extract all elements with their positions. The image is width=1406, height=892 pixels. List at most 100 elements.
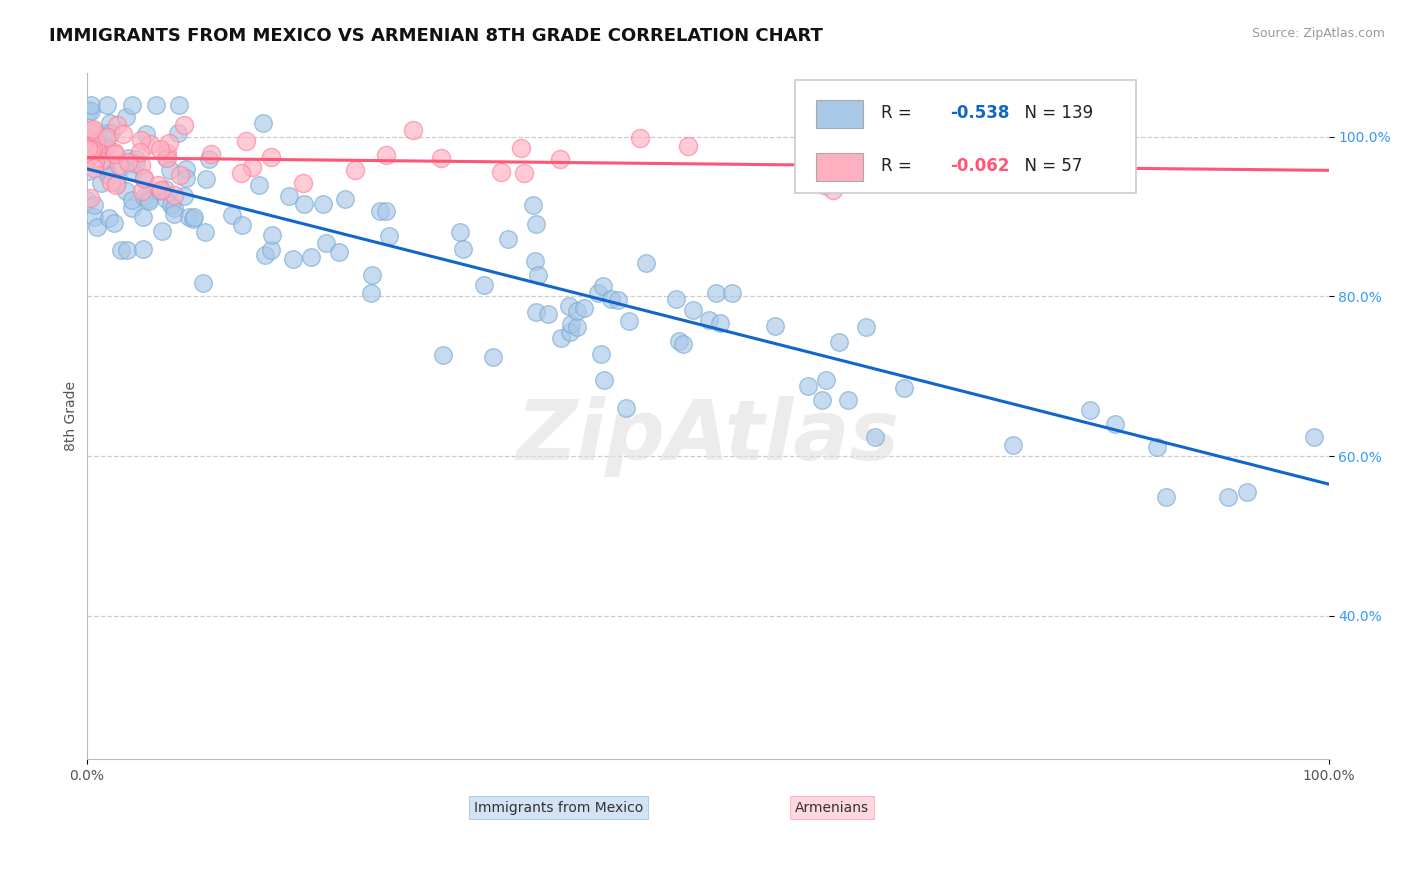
Point [513, 166, 536, 180]
Point [294, 196, 316, 211]
Point [100, 175, 122, 189]
Point [115, 111, 138, 125]
Point [498, 232, 520, 246]
Point [240, 160, 263, 174]
Point [628, 131, 651, 145]
Text: Immigrants from Mexico: Immigrants from Mexico [474, 800, 643, 814]
Text: IMMIGRANTS FROM MEXICO VS ARMENIAN 8TH GRADE CORRELATION CHART: IMMIGRANTS FROM MEXICO VS ARMENIAN 8TH G… [49, 27, 823, 45]
Point [299, 250, 322, 264]
Point [135, 127, 157, 141]
Point [315, 236, 337, 251]
Text: Armenians: Armenians [794, 800, 869, 814]
Point [105, 176, 128, 190]
Text: ZipAtlas: ZipAtlas [516, 396, 900, 477]
Point [104, 146, 127, 161]
Point [509, 140, 531, 154]
FancyBboxPatch shape [815, 153, 863, 181]
Point [115, 243, 138, 257]
Point [813, 178, 835, 193]
Point [84, 136, 107, 151]
Point [797, 170, 820, 185]
Point [174, 171, 197, 186]
Text: -0.538: -0.538 [950, 103, 1010, 121]
Point [136, 192, 159, 206]
Point [149, 184, 172, 198]
Point [111, 127, 134, 141]
Point [489, 165, 512, 179]
Point [1236, 485, 1258, 500]
Point [482, 351, 505, 365]
Point [138, 194, 160, 208]
Point [235, 134, 257, 148]
Point [260, 243, 283, 257]
FancyBboxPatch shape [815, 100, 863, 128]
Point [129, 158, 152, 172]
Point [430, 152, 453, 166]
Point [156, 146, 179, 161]
Point [586, 286, 609, 301]
Point [617, 314, 640, 328]
Point [103, 145, 125, 160]
Point [114, 184, 136, 198]
Point [1078, 402, 1101, 417]
Point [183, 210, 205, 224]
Point [697, 313, 720, 327]
Point [177, 211, 200, 225]
Point [378, 229, 401, 244]
Point [614, 401, 637, 415]
Point [260, 227, 283, 242]
Point [181, 211, 204, 226]
Point [247, 178, 270, 192]
Point [80, 125, 103, 139]
Point [159, 163, 181, 178]
Point [198, 153, 221, 167]
Point [474, 277, 496, 292]
Point [163, 187, 186, 202]
Point [121, 98, 143, 112]
Point [335, 192, 357, 206]
Point [76, 128, 98, 143]
Point [86, 144, 108, 158]
Point [453, 242, 475, 256]
Point [121, 194, 143, 208]
Point [169, 168, 191, 182]
Point [173, 189, 195, 203]
Point [90, 176, 112, 190]
Point [1146, 440, 1168, 454]
Point [672, 337, 695, 351]
Point [163, 201, 186, 215]
Point [77, 164, 100, 178]
Point [524, 218, 547, 232]
Point [97, 211, 120, 225]
Point [855, 320, 877, 334]
Point [132, 171, 155, 186]
Point [311, 197, 333, 211]
Point [173, 119, 195, 133]
Point [103, 216, 125, 230]
Point [122, 164, 145, 178]
Point [76, 193, 98, 207]
Point [360, 268, 382, 282]
Point [96, 153, 118, 167]
Point [139, 137, 162, 152]
Point [108, 158, 131, 172]
Point [79, 139, 101, 153]
Point [449, 225, 471, 239]
Point [599, 293, 621, 307]
Point [86, 219, 108, 234]
Text: N = 139: N = 139 [1014, 103, 1094, 121]
Point [763, 318, 786, 333]
Point [292, 176, 315, 190]
Point [565, 304, 588, 318]
Point [195, 172, 218, 186]
Point [634, 256, 657, 270]
Point [150, 224, 173, 238]
Point [1104, 417, 1126, 431]
Point [129, 133, 152, 147]
Point [145, 98, 167, 112]
Point [194, 225, 217, 239]
Point [83, 161, 105, 175]
Point [1302, 430, 1324, 444]
Point [132, 243, 155, 257]
Point [82, 121, 104, 136]
